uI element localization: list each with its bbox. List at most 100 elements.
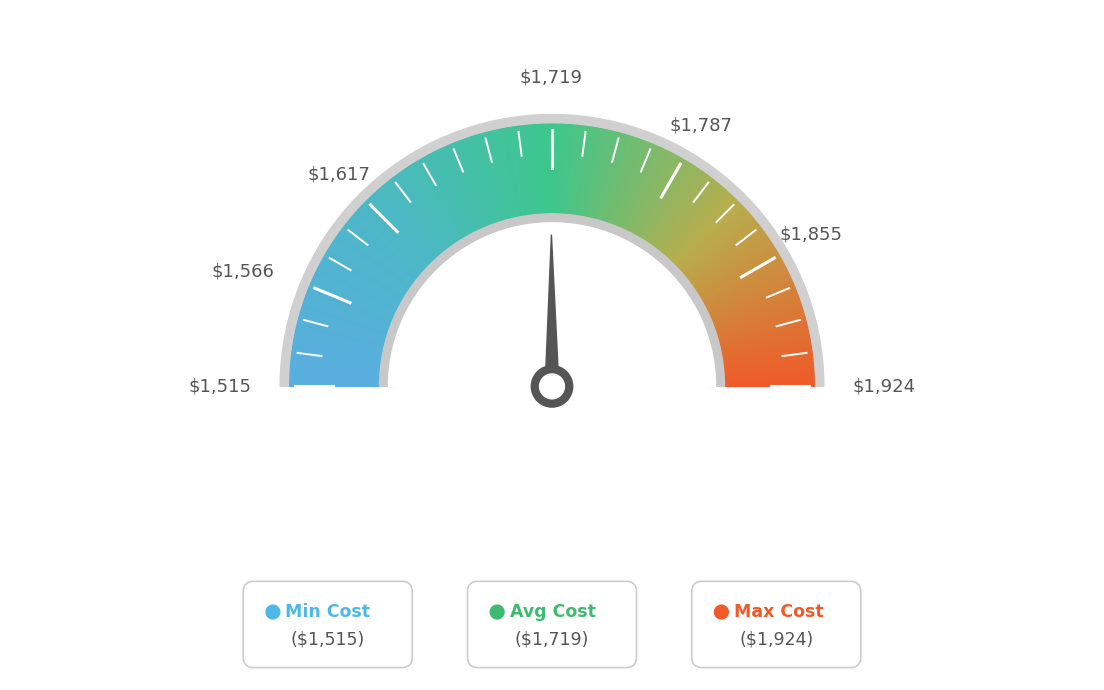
Wedge shape <box>400 172 455 249</box>
Wedge shape <box>679 213 750 275</box>
Wedge shape <box>686 226 761 284</box>
Wedge shape <box>454 143 490 230</box>
Wedge shape <box>412 164 463 244</box>
Wedge shape <box>307 292 394 326</box>
Wedge shape <box>291 355 384 368</box>
Wedge shape <box>390 179 448 254</box>
Wedge shape <box>299 313 390 340</box>
Wedge shape <box>497 130 518 221</box>
Wedge shape <box>338 234 414 289</box>
Wedge shape <box>329 246 410 297</box>
Wedge shape <box>340 230 416 287</box>
Wedge shape <box>321 260 404 306</box>
Wedge shape <box>290 368 383 376</box>
Wedge shape <box>379 188 442 259</box>
Wedge shape <box>370 197 435 265</box>
Wedge shape <box>670 199 737 267</box>
Wedge shape <box>595 133 622 224</box>
Wedge shape <box>680 215 752 277</box>
Wedge shape <box>619 146 658 232</box>
Wedge shape <box>464 139 496 227</box>
Wedge shape <box>554 124 559 217</box>
Text: Min Cost: Min Cost <box>285 603 370 621</box>
Wedge shape <box>561 125 569 217</box>
Wedge shape <box>343 226 418 284</box>
Wedge shape <box>326 253 406 302</box>
Wedge shape <box>465 138 497 227</box>
Wedge shape <box>319 264 403 308</box>
Wedge shape <box>660 184 721 257</box>
Wedge shape <box>328 249 407 299</box>
Wedge shape <box>584 129 603 221</box>
Wedge shape <box>627 152 671 236</box>
Wedge shape <box>495 130 517 221</box>
Wedge shape <box>471 137 501 226</box>
Wedge shape <box>389 223 715 386</box>
Wedge shape <box>618 145 656 231</box>
Circle shape <box>490 605 505 619</box>
Wedge shape <box>306 294 394 328</box>
Wedge shape <box>638 161 687 242</box>
Wedge shape <box>499 129 519 221</box>
Wedge shape <box>697 251 777 300</box>
Wedge shape <box>290 362 384 372</box>
Wedge shape <box>378 190 440 261</box>
Wedge shape <box>477 135 505 224</box>
Wedge shape <box>305 297 393 331</box>
Wedge shape <box>401 170 456 248</box>
Wedge shape <box>473 136 502 225</box>
Wedge shape <box>310 282 396 320</box>
Wedge shape <box>323 257 405 304</box>
Wedge shape <box>290 372 383 378</box>
Wedge shape <box>721 368 814 376</box>
Wedge shape <box>613 142 648 229</box>
Circle shape <box>714 605 729 619</box>
Wedge shape <box>531 125 540 218</box>
Wedge shape <box>530 125 539 218</box>
Wedge shape <box>684 224 760 283</box>
Wedge shape <box>556 124 560 217</box>
Wedge shape <box>293 348 385 362</box>
Wedge shape <box>592 131 615 222</box>
Wedge shape <box>290 370 383 377</box>
Wedge shape <box>658 181 718 255</box>
Wedge shape <box>336 237 413 291</box>
Wedge shape <box>673 204 742 270</box>
Text: $1,566: $1,566 <box>212 263 275 281</box>
Wedge shape <box>328 248 408 298</box>
Wedge shape <box>570 126 581 218</box>
Circle shape <box>531 366 573 407</box>
Wedge shape <box>571 126 583 219</box>
Wedge shape <box>396 175 453 250</box>
Wedge shape <box>576 127 591 219</box>
Wedge shape <box>651 175 708 250</box>
Wedge shape <box>521 126 533 219</box>
Wedge shape <box>702 266 786 310</box>
Wedge shape <box>479 134 506 224</box>
Wedge shape <box>367 199 434 267</box>
Wedge shape <box>713 307 803 337</box>
Wedge shape <box>707 279 792 318</box>
Wedge shape <box>662 188 725 259</box>
Wedge shape <box>655 178 713 253</box>
Wedge shape <box>580 128 597 220</box>
Wedge shape <box>611 140 645 228</box>
Wedge shape <box>659 183 719 256</box>
Wedge shape <box>573 126 587 219</box>
Wedge shape <box>608 139 640 227</box>
Wedge shape <box>538 124 544 217</box>
Wedge shape <box>620 146 660 233</box>
Wedge shape <box>380 214 724 386</box>
Wedge shape <box>631 155 677 237</box>
Wedge shape <box>615 144 652 230</box>
Wedge shape <box>374 193 438 262</box>
Wedge shape <box>526 126 537 218</box>
Wedge shape <box>505 128 523 220</box>
Wedge shape <box>489 131 512 222</box>
Wedge shape <box>421 159 468 240</box>
Wedge shape <box>291 359 384 371</box>
Wedge shape <box>528 125 538 218</box>
Wedge shape <box>690 234 766 289</box>
Wedge shape <box>437 150 479 235</box>
Wedge shape <box>710 294 798 328</box>
